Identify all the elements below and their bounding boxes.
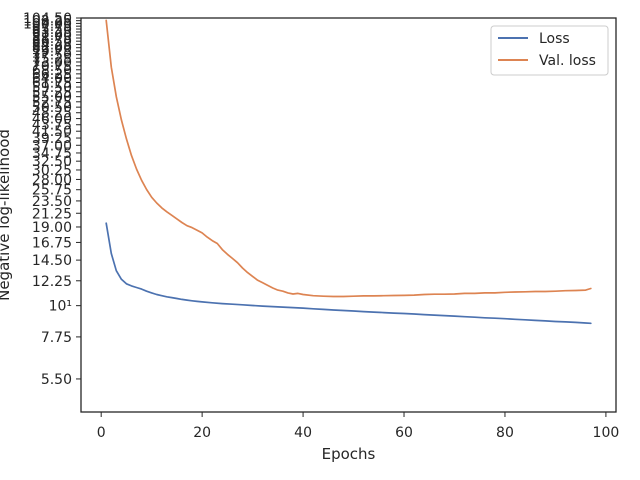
series-layer [105, 19, 592, 325]
y-tick-label: 5.50 [41, 372, 72, 388]
x-axis-label: Epochs [322, 445, 376, 463]
y-tick-label: 52.75 [32, 95, 72, 111]
y-tick-label: 39.25 [32, 131, 72, 147]
y-tick-label: 75.25 [32, 51, 72, 67]
y-tick-label: 10¹ [49, 299, 72, 315]
plot-frame [80, 17, 617, 413]
y-tick-label: 100.00 [23, 16, 72, 32]
y-tick-label: 102.25 [23, 14, 72, 30]
y-tick-label: 88.75 [32, 31, 72, 47]
y-tick-label: 41.50 [32, 124, 72, 140]
y-tick-label: 23.50 [32, 194, 72, 210]
y-tick-label: 19.00 [32, 220, 72, 236]
y-tick-label: 43.75 [32, 118, 72, 134]
x-axis: 0 20 40 60 80 100 [97, 412, 620, 441]
y-tick-label: 64.00 [32, 71, 72, 87]
legend: Loss Val. loss [490, 25, 609, 76]
y-tick-label: 12.25 [32, 274, 72, 290]
y-tick-label: 73.00 [32, 55, 72, 71]
y-tick-label: 46.00 [32, 112, 72, 128]
y-tick-label: 86.50 [32, 34, 72, 50]
y-tick-label: 30.25 [32, 163, 72, 179]
x-tick-label: 40 [294, 425, 312, 441]
y-tick-label: 21.25 [32, 206, 72, 222]
y-tick-label: 7.75 [41, 330, 72, 346]
y-tick-label: 48.25 [32, 106, 72, 122]
y-tick-label: 70.75 [32, 59, 72, 75]
y-tick-label: 37.00 [32, 138, 72, 154]
y-tick-label: 79.75 [32, 44, 72, 60]
x-tick-label: 80 [496, 425, 514, 441]
y-tick-label: 57.25 [32, 85, 72, 101]
y-tick-label: 14.50 [32, 253, 72, 269]
y-axis: 5.50 7.75 10¹ 12.25 14.50 16.7519.0021.2523.5… [23, 11, 81, 388]
y-tick-label: 66.25 [32, 67, 72, 83]
y-tick-label: 16.75 [32, 235, 72, 251]
series-line-val-loss [105, 19, 592, 298]
x-tick-label: 60 [395, 425, 413, 441]
y-tick-label: 68.50 [32, 63, 72, 79]
y-tick-label: 93.25 [32, 25, 72, 41]
y-tick-label: 34.75 [32, 146, 72, 162]
y-tick-label: 61.75 [32, 75, 72, 91]
y-tick-label: 59.50 [32, 80, 72, 96]
y-tick-label: 104.50 [23, 11, 72, 27]
y-axis-label: Negative log-likelihood [0, 129, 13, 301]
x-tick-label: 20 [193, 425, 211, 441]
y-tick-label: 91.00 [32, 28, 72, 44]
x-tick-label: 0 [97, 425, 106, 441]
y-tick-label: 25.75 [32, 183, 72, 199]
y-tick-label: 50.50 [32, 100, 72, 116]
y-tick-label: 32.50 [32, 154, 72, 170]
y-tick-label: 77.50 [32, 48, 72, 64]
legend-label-loss: Loss [539, 31, 570, 47]
series-line-loss [105, 222, 592, 325]
x-tick-label: 100 [593, 425, 620, 441]
legend-label-val-loss: Val. loss [539, 53, 596, 69]
y-tick-label: 97.75 [32, 19, 72, 35]
y-tick-label: 55.00 [32, 90, 72, 106]
y-tick-label: 82.00 [32, 41, 72, 57]
y-tick-label: 84.25 [32, 37, 72, 53]
y-tick-label: 28.00 [32, 172, 72, 188]
y-tick-label: 95.50 [32, 22, 72, 38]
